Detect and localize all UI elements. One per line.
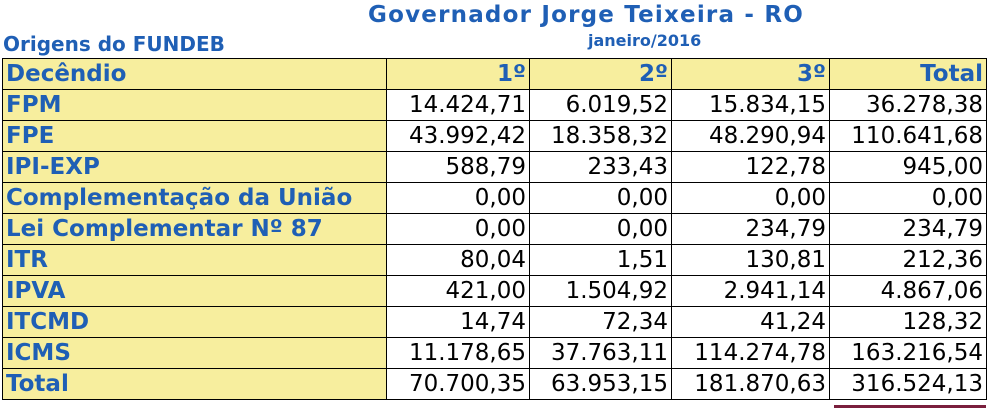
cell-decendio-3: 48.290,94: [671, 120, 830, 152]
cell-total: 36.278,38: [829, 89, 987, 121]
row-label: IPI-EXP: [2, 151, 387, 183]
cell-decendio-1: 588,79: [386, 151, 530, 183]
cell-decendio-3: 41,24: [671, 306, 830, 338]
column-header-total: Total: [829, 58, 987, 90]
total-underline: [834, 405, 986, 408]
cell-decendio-2: 6.019,52: [529, 89, 672, 121]
table-row: Lei Complementar Nº 87 0,00 0,00 234,79 234,…: [2, 213, 987, 245]
cell-decendio-1: 43.992,42: [386, 120, 530, 152]
cell-total: 4.867,06: [829, 275, 987, 307]
cell-decendio-2: 0,00: [529, 182, 672, 214]
cell-decendio-3: 234,79: [671, 213, 830, 245]
cell-decendio-1: 70.700,35: [386, 368, 530, 400]
cell-decendio-1: 14.424,71: [386, 89, 530, 121]
cell-decendio-3: 0,00: [671, 182, 830, 214]
row-label: Lei Complementar Nº 87: [2, 213, 387, 245]
report-period: janeiro/2016: [588, 31, 702, 50]
cell-total: 945,00: [829, 151, 987, 183]
table-row: FPM 14.424,71 6.019,52 15.834,15 36.278,38: [2, 89, 987, 121]
cell-decendio-2: 233,43: [529, 151, 672, 183]
table-row: ITR 80,04 1,51 130,81 212,36: [2, 244, 987, 276]
row-label: ICMS: [2, 337, 387, 369]
cell-total: 163.216,54: [829, 337, 987, 369]
row-label: FPM: [2, 89, 387, 121]
table-row: ICMS 11.178,65 37.763,11 114.274,78 163.216,…: [2, 337, 987, 369]
table-total-row: Total 70.700,35 63.953,15 181.870,63 316.524…: [2, 368, 987, 400]
cell-total: 212,36: [829, 244, 987, 276]
cell-decendio-3: 15.834,15: [671, 89, 830, 121]
cell-decendio-1: 14,74: [386, 306, 530, 338]
column-header-1: 1º: [386, 58, 530, 90]
cell-decendio-3: 181.870,63: [671, 368, 830, 400]
row-label: ITR: [2, 244, 387, 276]
report-title: Governador Jorge Teixeira - RO: [368, 2, 805, 28]
cell-decendio-1: 0,00: [386, 182, 530, 214]
cell-decendio-2: 1.504,92: [529, 275, 672, 307]
column-header-3: 3º: [671, 58, 830, 90]
row-label: IPVA: [2, 275, 387, 307]
cell-decendio-2: 18.358,32: [529, 120, 672, 152]
row-label: ITCMD: [2, 306, 387, 338]
table-row: IPVA 421,00 1.504,92 2.941,14 4.867,06: [2, 275, 987, 307]
cell-decendio-1: 80,04: [386, 244, 530, 276]
table-row: FPE 43.992,42 18.358,32 48.290,94 110.641,68: [2, 120, 987, 152]
section-title: Origens do FUNDEB: [3, 32, 225, 56]
cell-total: 316.524,13: [829, 368, 987, 400]
row-label: Complementação da União: [2, 182, 387, 214]
table-row: IPI-EXP 588,79 233,43 122,78 945,00: [2, 151, 987, 183]
cell-decendio-2: 37.763,11: [529, 337, 672, 369]
table-header-row: Decêndio 1º 2º 3º Total: [2, 58, 987, 90]
column-header-2: 2º: [529, 58, 672, 90]
cell-decendio-3: 130,81: [671, 244, 830, 276]
cell-decendio-2: 0,00: [529, 213, 672, 245]
cell-decendio-1: 11.178,65: [386, 337, 530, 369]
cell-total: 110.641,68: [829, 120, 987, 152]
cell-decendio-2: 63.953,15: [529, 368, 672, 400]
cell-decendio-1: 0,00: [386, 213, 530, 245]
cell-decendio-2: 72,34: [529, 306, 672, 338]
cell-decendio-3: 114.274,78: [671, 337, 830, 369]
table-row: ITCMD 14,74 72,34 41,24 128,32: [2, 306, 987, 338]
cell-total: 128,32: [829, 306, 987, 338]
row-label: FPE: [2, 120, 387, 152]
cell-decendio-1: 421,00: [386, 275, 530, 307]
cell-decendio-3: 122,78: [671, 151, 830, 183]
row-label: Total: [2, 368, 387, 400]
cell-total: 0,00: [829, 182, 987, 214]
cell-decendio-3: 2.941,14: [671, 275, 830, 307]
cell-total: 234,79: [829, 213, 987, 245]
cell-decendio-2: 1,51: [529, 244, 672, 276]
fundeb-table: Decêndio 1º 2º 3º Total FPM 14.424,71 6.01…: [2, 58, 987, 400]
table-row: Complementação da União 0,00 0,00 0,00 0,00: [2, 182, 987, 214]
column-header-decendio: Decêndio: [2, 58, 387, 90]
